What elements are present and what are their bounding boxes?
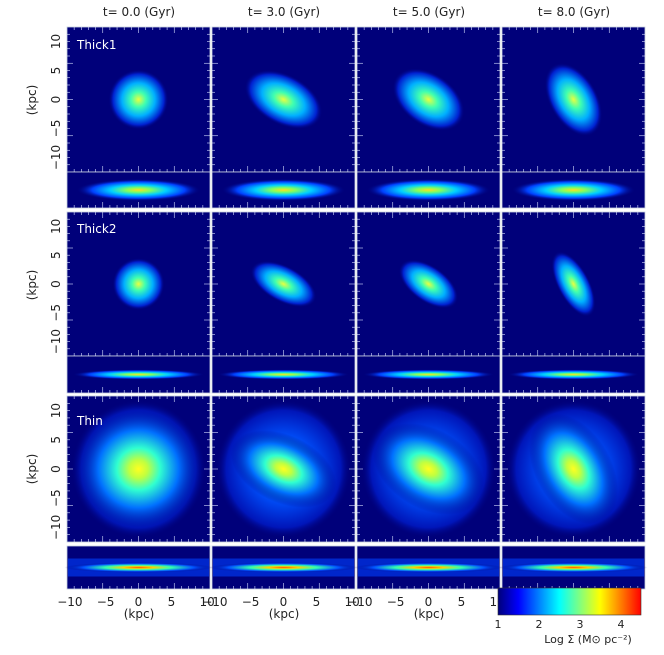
- galaxy-edge-on: [221, 179, 346, 201]
- panel-ticks: [502, 212, 645, 393]
- x-tick-label: 5: [458, 595, 466, 609]
- galaxy-edge-on: [362, 369, 495, 380]
- galaxy-face-on: [108, 69, 169, 130]
- x-tick-label: −10: [202, 595, 227, 609]
- y-tick-label: 5: [49, 67, 63, 75]
- panel-ticks: [67, 212, 210, 393]
- galaxy-face-on: [551, 251, 596, 317]
- x-tick-label: 5: [168, 595, 176, 609]
- colorbar-label: Log Σ (M⊙ pc⁻²): [544, 633, 632, 646]
- x-axis-label-2: (kpc): [414, 607, 445, 621]
- galaxy-face-on: [230, 430, 337, 508]
- galaxy-face-on: [372, 423, 485, 515]
- y-tick-label: −10: [49, 329, 63, 354]
- y-axis-label-row3: (kpc): [25, 454, 39, 485]
- y-tick-label: −10: [49, 515, 63, 540]
- galaxy-edge-on: [511, 179, 636, 201]
- row-label-thick2: Thick2: [76, 222, 116, 236]
- galaxy-face-on: [392, 68, 465, 131]
- x-tick-label: 0: [135, 595, 143, 609]
- panel-ticks: [357, 27, 500, 208]
- galaxy-face-on: [398, 259, 459, 309]
- galaxy-face-on: [112, 258, 165, 310]
- row-label-thick1: Thick1: [76, 38, 116, 52]
- y-tick-label: −5: [49, 120, 63, 138]
- panel-ticks: [357, 212, 500, 393]
- y-tick-label: 0: [49, 280, 63, 288]
- y-tick-label: 10: [49, 403, 63, 418]
- galaxy-face-on: [244, 69, 323, 130]
- x-tick-label: 10: [344, 595, 359, 609]
- colorbar: 1 2 3 4 Log Σ (M⊙ pc⁻²): [495, 587, 642, 646]
- galaxy-edge-on: [366, 179, 491, 201]
- galaxy-edge-on: [354, 562, 503, 573]
- galaxy-edge-on: [209, 562, 358, 573]
- y-tick-label: 10: [49, 219, 63, 234]
- x-tick-label: −5: [97, 595, 115, 609]
- y-tick-label: −10: [49, 145, 63, 170]
- y-tick-label: −5: [49, 304, 63, 322]
- x-tick-label: −10: [347, 595, 372, 609]
- panel-ticks: [357, 396, 500, 589]
- time-label-2: t= 5.0 (Gyr): [393, 5, 465, 19]
- x-tick-label: 0: [280, 595, 288, 609]
- galaxy-edge-on: [507, 369, 640, 380]
- galaxy-edge-on: [499, 562, 648, 573]
- galaxy-face-on: [250, 260, 317, 308]
- colorbar-tick-3: 3: [577, 618, 584, 631]
- y-tick-label: 10: [49, 34, 63, 49]
- galaxy-edge-on: [72, 369, 205, 380]
- x-tick-label: 0: [425, 595, 433, 609]
- x-axis-label-0: (kpc): [124, 607, 155, 621]
- y-axis-label-row2: (kpc): [25, 270, 39, 301]
- y-tick-label: −5: [49, 489, 63, 507]
- y-tick-label: 0: [49, 96, 63, 104]
- galaxy-edge-on: [76, 179, 201, 201]
- panel-ticks: [502, 27, 645, 208]
- galaxy-edge-on: [64, 562, 213, 573]
- x-tick-label: −5: [387, 595, 405, 609]
- time-label-3: t= 8.0 (Gyr): [538, 5, 610, 19]
- y-tick-label: 5: [49, 251, 63, 259]
- y-tick-label: 0: [49, 465, 63, 473]
- galaxy-edge-on: [217, 369, 350, 380]
- galaxy-face-on: [76, 409, 201, 529]
- x-tick-label: 10: [199, 595, 214, 609]
- x-tick-label: −5: [242, 595, 260, 609]
- time-label-1: t= 3.0 (Gyr): [248, 5, 320, 19]
- galaxy-face-on: [544, 62, 603, 137]
- row-label-thin: Thin: [76, 414, 103, 428]
- panel-ticks: [67, 396, 210, 589]
- panel-ticks: [212, 396, 355, 589]
- time-label-0: t= 0.0 (Gyr): [103, 5, 175, 19]
- panel-ticks: [212, 27, 355, 208]
- y-axis-label-row1: (kpc): [25, 85, 39, 116]
- x-tick-label: 5: [313, 595, 321, 609]
- x-tick-label: −10: [57, 595, 82, 609]
- y-tick-label: 5: [49, 436, 63, 444]
- x-axis-label-1: (kpc): [269, 607, 300, 621]
- colorbar-tick-1: 1: [495, 618, 502, 631]
- colorbar-tick-2: 2: [536, 618, 543, 631]
- panel-ticks: [67, 27, 210, 208]
- colorbar-tick-4: 4: [618, 618, 625, 631]
- panel-ticks: [212, 212, 355, 393]
- galaxy-face-on: [528, 413, 619, 525]
- colorbar-gradient: [497, 587, 642, 616]
